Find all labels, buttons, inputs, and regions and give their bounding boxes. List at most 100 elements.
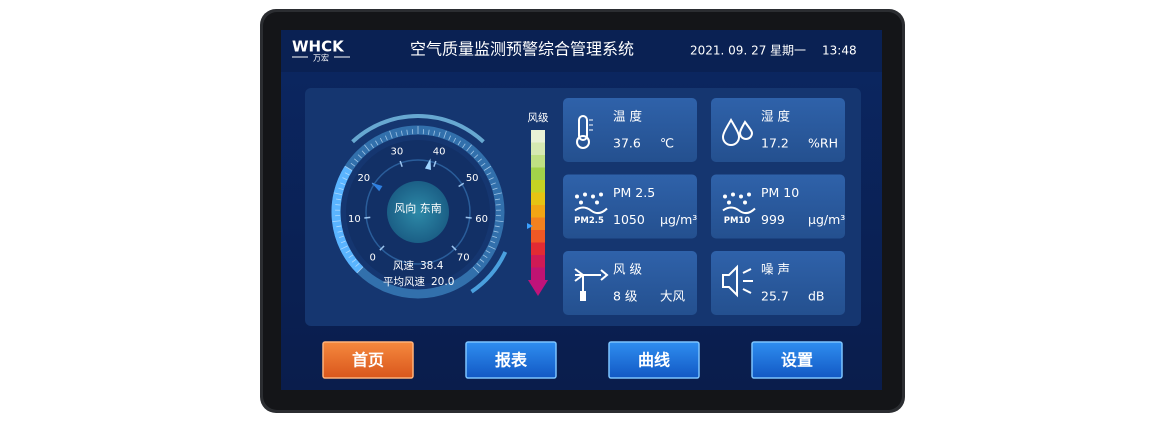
gauge-minor-tick bbox=[337, 230, 343, 233]
gauge-tick-label: 20 bbox=[357, 173, 370, 184]
logo: WHCK bbox=[292, 38, 345, 56]
sensor-unit: %RH bbox=[808, 136, 838, 151]
sensor-value: 25.7 bbox=[761, 289, 789, 304]
wind-scale-segment bbox=[531, 130, 545, 143]
sensor-icon bbox=[574, 192, 608, 215]
sensor-label: 噪 声 bbox=[761, 262, 790, 277]
sensor-card bbox=[563, 98, 697, 162]
gauge-minor-tick bbox=[340, 245, 348, 250]
nav-button-label[interactable]: 设置 bbox=[781, 351, 813, 370]
sensor-unit: μg/m³ bbox=[660, 212, 697, 227]
sensor-icon bbox=[722, 264, 753, 298]
gauge-minor-tick bbox=[336, 225, 342, 228]
sensor-icon bbox=[576, 115, 593, 149]
nav-button[interactable] bbox=[751, 341, 843, 379]
nav-button[interactable] bbox=[465, 341, 557, 379]
gauge-tick bbox=[364, 216, 371, 219]
gauge-minor-tick bbox=[483, 165, 492, 171]
gauge-minor-tick bbox=[480, 162, 486, 167]
avg-speed-value: 20.0 bbox=[431, 276, 454, 288]
sensor-value: 8 级 bbox=[613, 289, 638, 304]
gauge-minor-tick bbox=[493, 192, 502, 196]
gauge-minor-tick bbox=[338, 235, 344, 239]
sensor-card bbox=[711, 251, 845, 315]
gauge-minor-tick bbox=[375, 140, 379, 146]
gauge-tick-label: 70 bbox=[457, 252, 470, 263]
gauge-minor-tick bbox=[335, 198, 342, 201]
icon-label: PM10 bbox=[724, 216, 751, 226]
sensor-unit: μg/m³ bbox=[808, 212, 845, 227]
gauge-minor-tick bbox=[350, 162, 356, 167]
gauge-minor-tick bbox=[488, 177, 494, 181]
gauge-minor-tick bbox=[370, 143, 374, 149]
gauge-minor-tick bbox=[385, 135, 388, 141]
sensor-value: 999 bbox=[761, 212, 785, 227]
gauge-minor-tick bbox=[428, 129, 430, 135]
sensor-label: 湿 度 bbox=[761, 109, 790, 124]
gauge-minor-tick bbox=[389, 130, 393, 139]
nav-button[interactable] bbox=[322, 341, 414, 379]
sensor-card bbox=[563, 251, 697, 315]
sensor-icon bbox=[721, 118, 754, 146]
sensor-label: PM 10 bbox=[761, 185, 799, 200]
gauge-minor-tick bbox=[340, 182, 346, 185]
sensor-value: 37.6 bbox=[613, 136, 641, 151]
wind-scale-segment bbox=[531, 242, 545, 255]
sensor-unit: 大风 bbox=[660, 289, 686, 304]
nav-button-label[interactable]: 报表 bbox=[495, 351, 528, 370]
gauge-tick bbox=[433, 160, 437, 167]
gauge-minor-tick bbox=[348, 254, 354, 259]
wind-scale-segment bbox=[531, 142, 545, 155]
gauge-minor-tick bbox=[482, 254, 488, 259]
gauge-minor-tick bbox=[466, 144, 472, 152]
gauge-minor-tick bbox=[395, 131, 398, 137]
gauge-minor-tick bbox=[443, 130, 447, 139]
logo-sub: 万宏 bbox=[313, 53, 329, 63]
gauge-minor-tick bbox=[476, 263, 481, 267]
system-title: 空气质量监测预警综合管理系统 bbox=[410, 40, 634, 59]
gauge-tick bbox=[458, 182, 465, 188]
gauge-minor-tick bbox=[472, 266, 480, 274]
sensor-unit: ℃ bbox=[660, 136, 674, 151]
gauge-minor-tick bbox=[462, 143, 466, 149]
gauge-minor-tick bbox=[485, 250, 491, 254]
gauge-minor-tick bbox=[355, 263, 360, 267]
sensor-label: 温 度 bbox=[613, 109, 642, 124]
gauge-minor-tick bbox=[486, 172, 492, 176]
gauge-minor-tick bbox=[340, 240, 346, 244]
speed-label: 风速 bbox=[393, 260, 414, 272]
gauge-minor-tick bbox=[334, 192, 343, 196]
gauge-minor-tick bbox=[493, 230, 499, 233]
gauge-minor-tick bbox=[438, 131, 441, 137]
gauge-minor-tick bbox=[356, 266, 364, 274]
wind-direction: 风向 东南 bbox=[394, 201, 442, 215]
sensor-label: PM 2.5 bbox=[613, 185, 655, 200]
icon-label: PM2.5 bbox=[574, 216, 604, 226]
wind-scale-segment bbox=[531, 217, 545, 230]
speed-value: 38.4 bbox=[420, 260, 444, 272]
gauge-tick bbox=[465, 216, 472, 219]
gauge-pointer bbox=[424, 158, 431, 170]
gauge-minor-tick bbox=[488, 245, 496, 250]
gauge-tick bbox=[379, 245, 385, 251]
sensor-icon bbox=[574, 268, 609, 301]
gauge-minor-tick bbox=[474, 154, 479, 159]
nav-button[interactable] bbox=[608, 341, 700, 379]
sensor-card bbox=[711, 174, 845, 239]
gauge-tick-label: 50 bbox=[466, 173, 479, 184]
date: 2021. 09. 27 bbox=[690, 44, 766, 58]
gauge-minor-tick bbox=[379, 137, 383, 143]
wind-scale-segment bbox=[531, 155, 545, 168]
nav-button-label[interactable]: 曲线 bbox=[638, 351, 670, 370]
gauge-minor-tick bbox=[344, 165, 353, 171]
gauge-minor-tick bbox=[494, 198, 501, 201]
gauge-minor-tick bbox=[361, 150, 366, 155]
gauge-minor-tick bbox=[357, 154, 362, 159]
sensor-value: 17.2 bbox=[761, 136, 789, 151]
wind-scale-label: 风级 bbox=[528, 112, 549, 124]
nav-button-label[interactable]: 首页 bbox=[352, 351, 384, 370]
wind-scale-segment bbox=[531, 255, 545, 268]
sensor-card bbox=[711, 98, 845, 162]
gauge-minor-tick bbox=[448, 135, 451, 141]
